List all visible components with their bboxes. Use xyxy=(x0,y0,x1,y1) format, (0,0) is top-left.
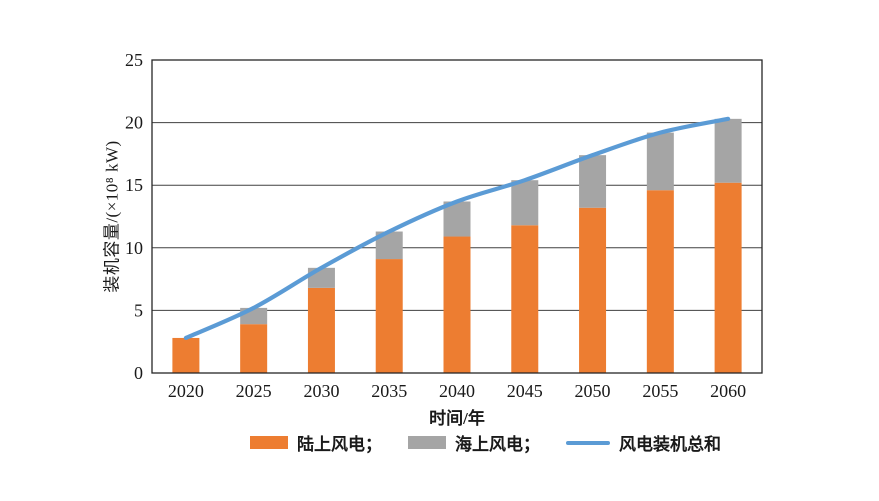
y-tick-label: 0 xyxy=(134,363,143,383)
bar-segment xyxy=(579,207,607,373)
total-line xyxy=(183,116,731,341)
bar-segment xyxy=(646,132,674,191)
x-tick-label: 2030 xyxy=(303,381,339,401)
bar-segment xyxy=(307,267,335,288)
legend-item-total: 风电装机总和 xyxy=(566,430,721,455)
bar-segment xyxy=(579,155,607,208)
legend-label-onshore: 陆上风电； xyxy=(297,435,382,454)
y-tick-label: 25 xyxy=(125,50,143,70)
y-tick-label: 20 xyxy=(125,113,143,133)
x-tick-label: 2035 xyxy=(371,381,407,401)
bar-segment xyxy=(443,236,471,373)
y-tick-label: 5 xyxy=(134,300,143,320)
x-tick-label: 2060 xyxy=(710,381,746,401)
plot-frame xyxy=(151,59,763,374)
y-axis-title: 装机容量/(×10⁸ kW) xyxy=(96,60,124,373)
y-axis-title-text: 装机容量/(×10⁸ kW) xyxy=(102,140,122,293)
x-tick-label: 2045 xyxy=(507,381,543,401)
x-tick-label: 2025 xyxy=(236,381,272,401)
x-tick-label: 2055 xyxy=(642,381,678,401)
legend-item-onshore: 陆上风电； xyxy=(250,430,382,455)
bar-segment xyxy=(240,324,268,373)
legend-item-offshore: 海上风电； xyxy=(408,430,540,455)
bar-segment xyxy=(375,259,403,373)
x-tick-label: 2020 xyxy=(168,381,204,401)
legend: 陆上风电； 海上风电； 风电装机总和 xyxy=(250,430,721,455)
offshore-swatch-icon xyxy=(408,436,446,449)
bar-segment xyxy=(511,225,539,373)
bar-segment xyxy=(714,118,742,183)
x-tick-label: 2050 xyxy=(575,381,611,401)
legend-label-total: 风电装机总和 xyxy=(619,435,721,454)
bar-segment xyxy=(714,182,742,373)
bar-segment xyxy=(646,190,674,373)
bar-segment xyxy=(307,287,335,373)
legend-label-offshore: 海上风电； xyxy=(455,435,540,454)
x-axis-title: 时间/年 xyxy=(429,409,485,428)
x-tick-label: 2040 xyxy=(439,381,475,401)
bar-segment xyxy=(511,180,539,226)
bar-segment xyxy=(443,201,471,237)
onshore-swatch-icon xyxy=(250,436,288,449)
y-tick-label: 10 xyxy=(125,238,143,258)
bar-segment xyxy=(172,337,200,373)
total-line-swatch-icon xyxy=(566,440,610,445)
y-tick-label: 15 xyxy=(125,175,143,195)
